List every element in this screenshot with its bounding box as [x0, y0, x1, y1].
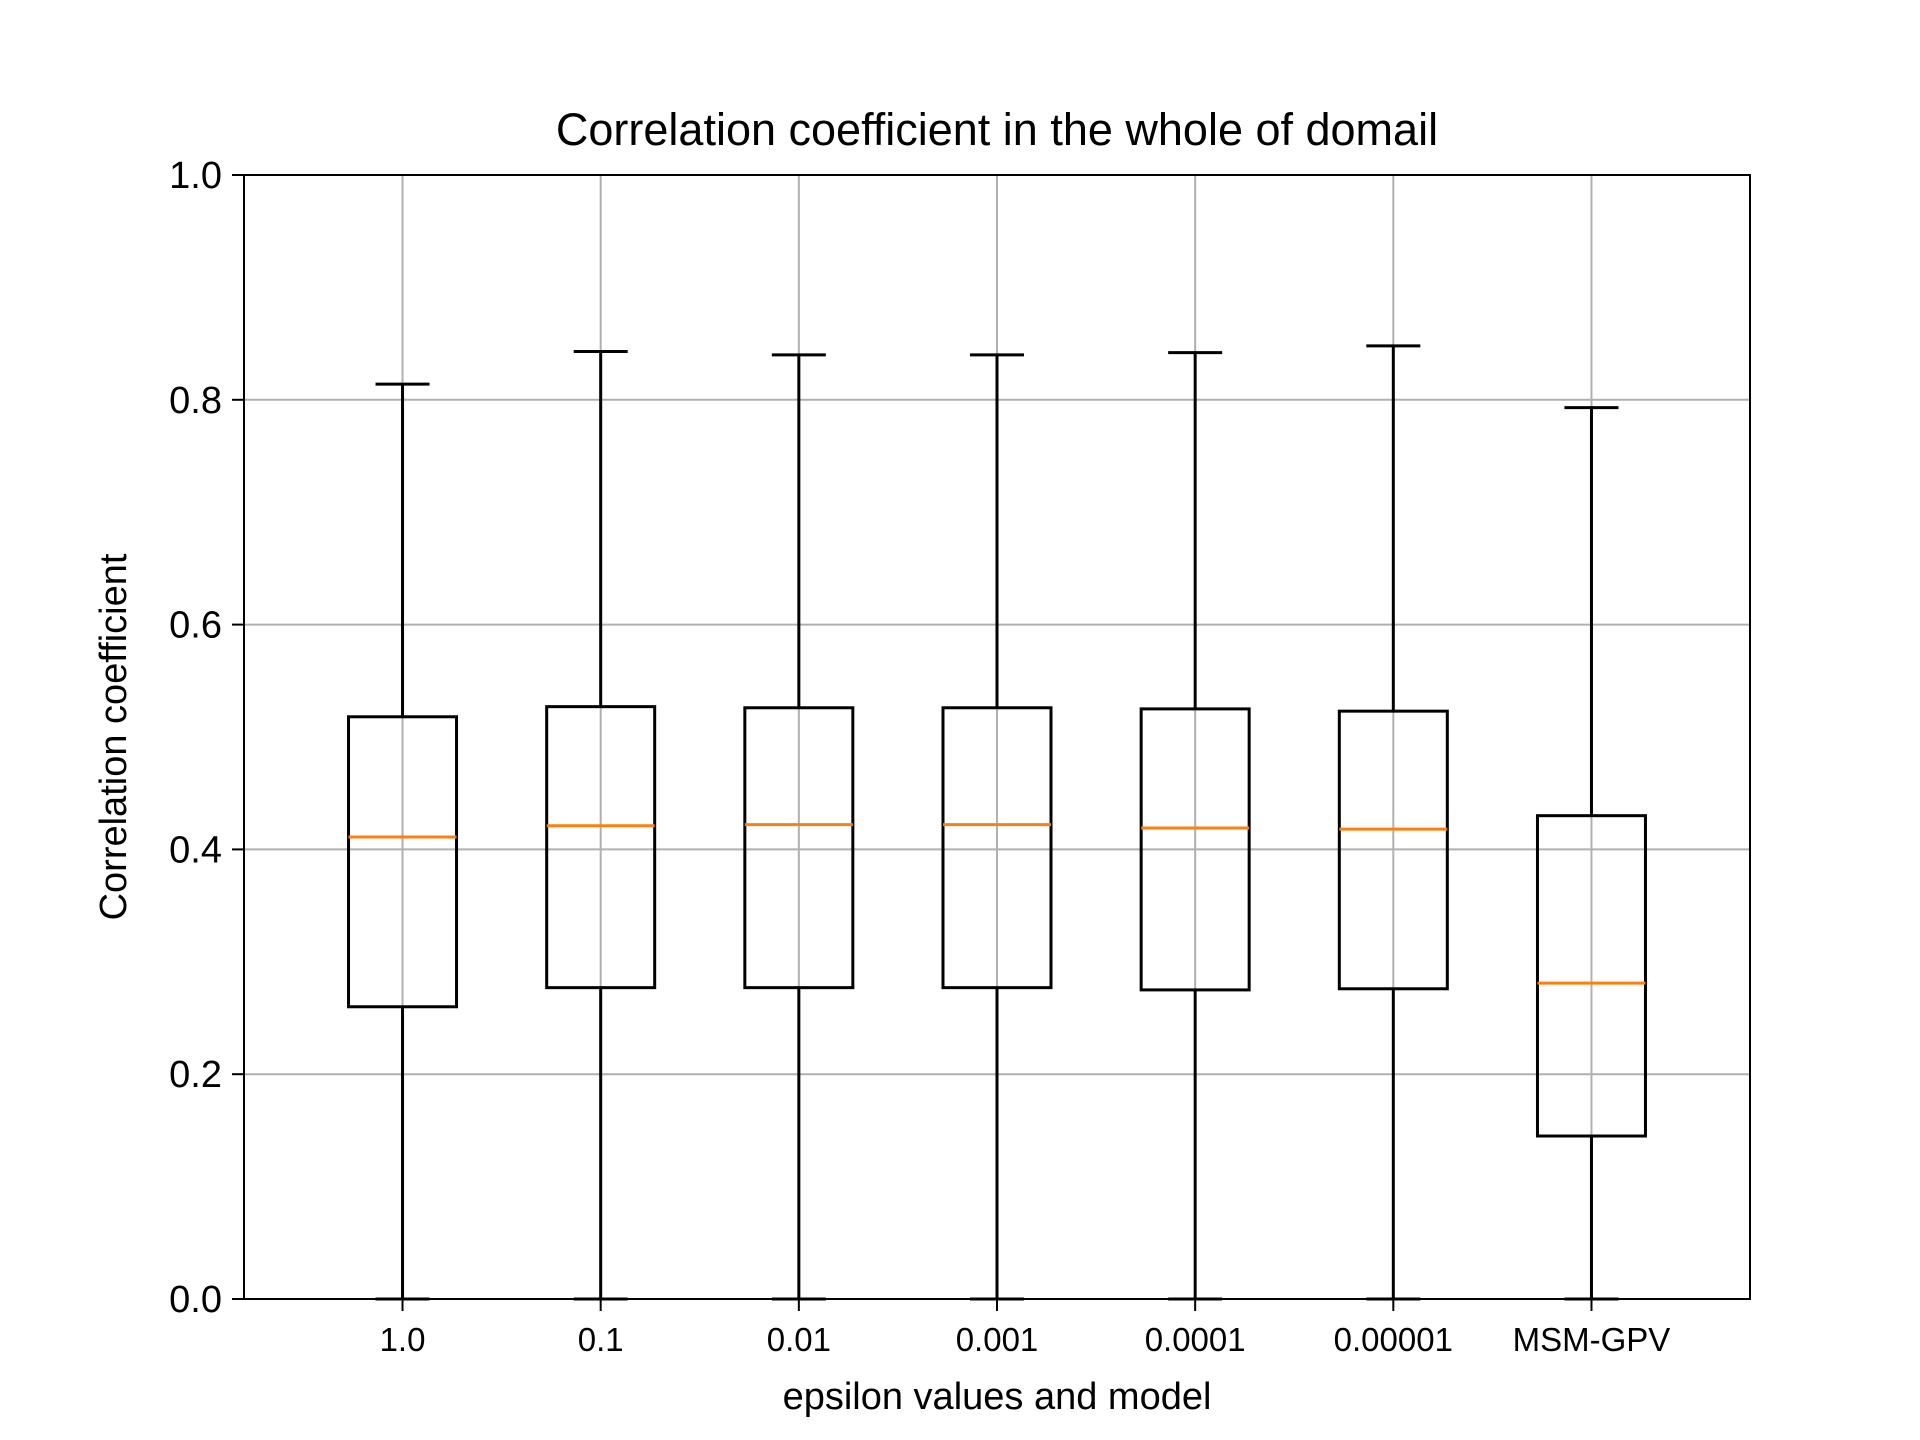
- y-tick-label: 0.2: [169, 1054, 222, 1096]
- x-tick-label: 0.00001: [1334, 1321, 1453, 1358]
- y-tick-label: 0.4: [169, 829, 222, 871]
- x-tick-label: 0.0001: [1145, 1321, 1246, 1358]
- x-tick-label: 0.1: [578, 1321, 624, 1358]
- box-iqr: [545, 705, 657, 990]
- chart-title: Correlation coefficient in the whole of …: [556, 104, 1438, 155]
- y-axis-label: Correlation coefficient: [93, 553, 135, 920]
- tick-layer: 0.0 0.2 0.4 0.6 0.8 1.0 1.0 0.1 0.01 0.001 0.0001 0…: [169, 155, 1670, 1358]
- box-iqr: [347, 715, 459, 1009]
- y-tick-label: 1.0: [169, 155, 222, 197]
- x-tick-label: 1.0: [380, 1321, 426, 1358]
- box-group: [1535, 406, 1647, 1301]
- x-axis-label: epsilon values and model: [783, 1376, 1212, 1418]
- box-iqr: [743, 706, 855, 990]
- box-group: [1337, 344, 1449, 1301]
- box-iqr: [1337, 709, 1449, 991]
- x-tick-label: 0.001: [956, 1321, 1039, 1358]
- x-tick-label: 0.01: [767, 1321, 831, 1358]
- box-group: [1139, 351, 1251, 1301]
- box-iqr: [1139, 707, 1251, 992]
- y-tick-label: 0.6: [169, 605, 222, 647]
- x-tick-label: MSM-GPV: [1513, 1321, 1671, 1358]
- y-tick-label: 0.0: [169, 1279, 222, 1321]
- box-group: [941, 353, 1053, 1301]
- box-iqr: [1535, 814, 1647, 1138]
- box-iqr: [941, 706, 1053, 990]
- y-tick-label: 0.8: [169, 380, 222, 422]
